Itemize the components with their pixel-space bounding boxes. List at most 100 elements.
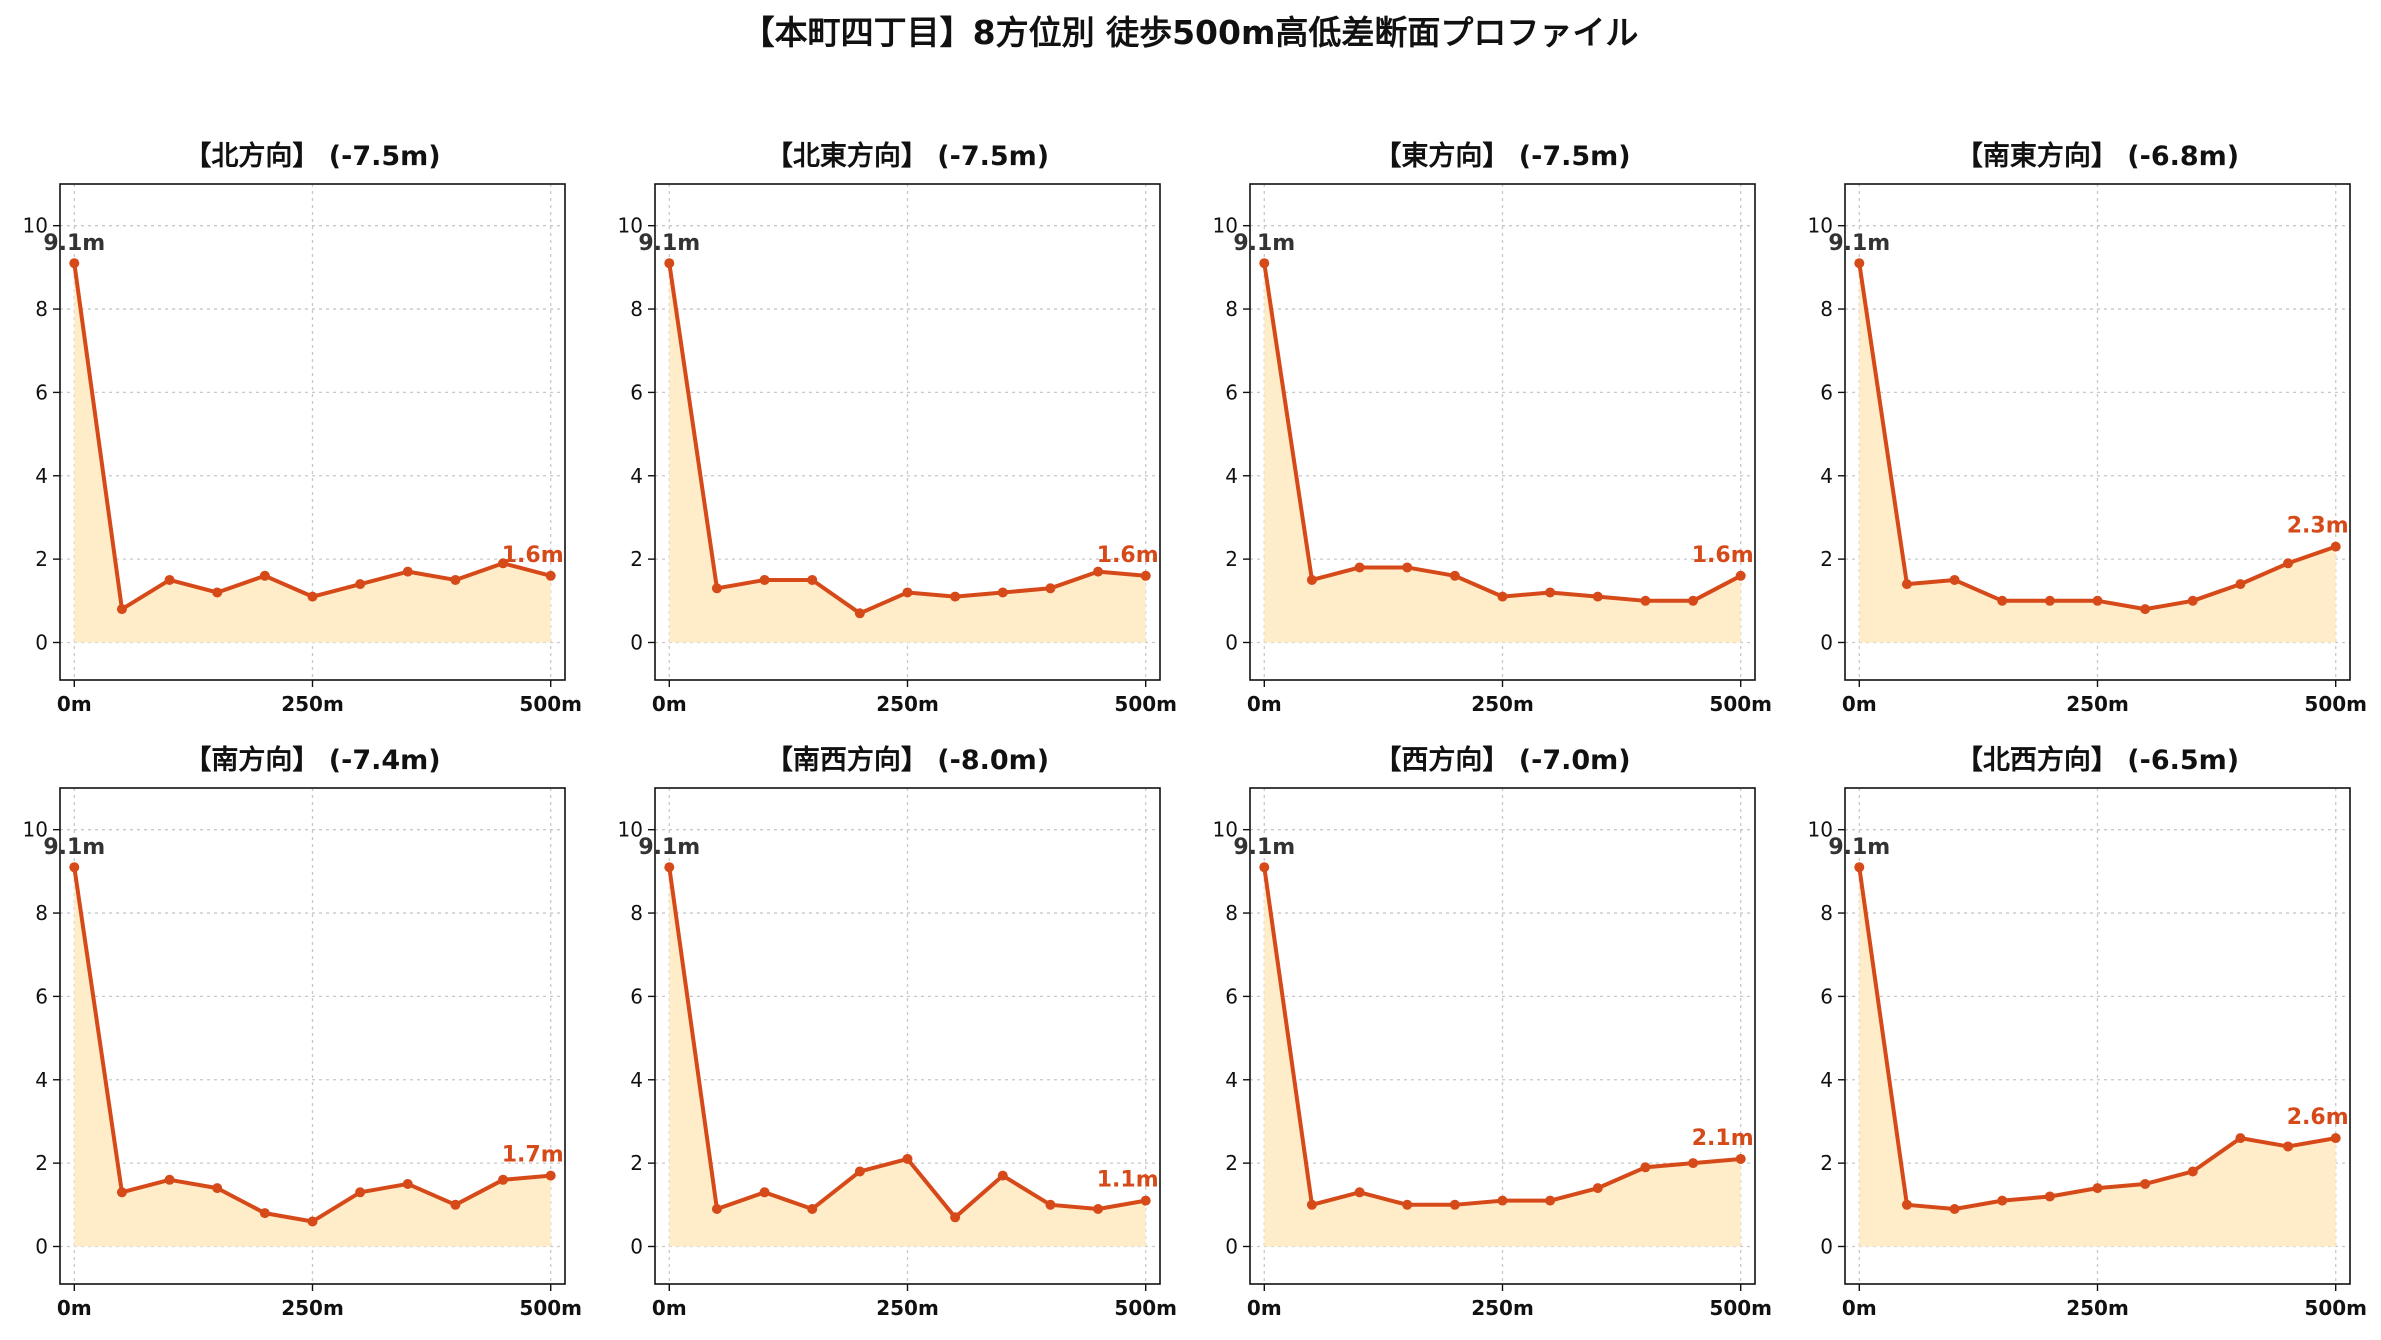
y-tick-label: 8 [1225,901,1238,925]
y-tick-label: 4 [630,464,643,488]
y-tick-label: 0 [1225,1234,1238,1258]
elevation-point [1497,1195,1508,1206]
elevation-point [2235,1133,2246,1144]
elevation-point [902,1153,913,1164]
elevation-point [2235,579,2246,590]
x-tick-label: 250m [281,1296,344,1320]
elevation-point [664,862,675,873]
y-tick-label: 8 [630,901,643,925]
y-tick-label: 4 [35,464,48,488]
elevation-point [450,574,461,585]
elevation-point [711,1203,722,1214]
y-tick-label: 2 [1820,547,1833,571]
elevation-point [355,579,366,590]
elevation-point [1449,1199,1460,1210]
elevation-point [1354,1187,1365,1198]
x-tick-label: 500m [2304,692,2367,716]
elevation-point [116,1187,127,1198]
y-tick-label: 2 [35,547,48,571]
elevation-point [1545,587,1556,598]
profile-panel: 0 2 4 6 8 10 0m 250m 500m 【北東方向】 (-7.5m) 9.1m 1.6m [618,140,1177,716]
profile-panel: 0 2 4 6 8 10 0m 250m 500m 【北西方向】 (-6.5m) 9.1m 2.6m [1808,744,2367,1320]
x-tick-label: 500m [519,1296,582,1320]
y-tick-label: 10 [23,214,48,238]
y-tick-label: 6 [1225,380,1238,404]
panels: 0 2 4 6 8 10 0m 250m 500m 【北方向】 (-7.5m) 9.1m 1.6m 0 2… [23,140,2367,1320]
elevation-point [902,587,913,598]
elevation-point [450,1199,461,1210]
elevation-point [997,587,1008,598]
elevation-point [212,587,223,598]
x-tick-label: 500m [519,692,582,716]
elevation-point [355,1187,366,1198]
panel-title: 【北西方向】 (-6.5m) [1956,744,2239,776]
start-elevation-label: 9.1m [1233,231,1295,256]
x-tick-label: 0m [1247,692,1282,716]
y-tick-label: 4 [1225,464,1238,488]
elevation-area [74,263,551,643]
y-tick-label: 0 [1820,630,1833,654]
profile-panel: 0 2 4 6 8 10 0m 250m 500m 【北方向】 (-7.5m) 9.1m 1.6m [23,140,582,716]
elevation-point [1735,1153,1746,1164]
panel-title: 【南西方向】 (-8.0m) [766,744,1049,776]
y-tick-label: 4 [1820,464,1833,488]
panel-title: 【東方向】 (-7.5m) [1374,140,1630,172]
elevation-point [1854,862,1865,873]
y-tick-label: 0 [630,630,643,654]
x-tick-label: 500m [1114,692,1177,716]
elevation-point [1259,862,1270,873]
profile-panel: 0 2 4 6 8 10 0m 250m 500m 【南東方向】 (-6.8m) 9.1m 2.3m [1808,140,2367,716]
elevation-point [2283,1141,2294,1152]
elevation-point [212,1183,223,1194]
elevation-point [1354,562,1365,573]
x-tick-label: 250m [2066,1296,2129,1320]
elevation-point [1854,258,1865,269]
x-tick-label: 500m [1114,1296,1177,1320]
elevation-point [1306,574,1317,585]
x-tick-label: 500m [1709,1296,1772,1320]
elevation-point [307,591,318,602]
x-tick-label: 0m [1842,692,1877,716]
y-tick-label: 4 [35,1068,48,1092]
end-elevation-label: 2.3m [2287,514,2349,539]
elevation-point [759,1187,770,1198]
start-elevation-label: 9.1m [638,835,700,860]
elevation-point [164,1174,175,1185]
y-tick-label: 8 [630,297,643,321]
x-tick-label: 500m [2304,1296,2367,1320]
elevation-point [1045,1199,1056,1210]
start-elevation-label: 9.1m [1233,835,1295,860]
x-tick-label: 0m [1842,1296,1877,1320]
x-tick-label: 250m [1471,692,1534,716]
y-tick-label: 6 [35,380,48,404]
y-tick-label: 10 [23,818,48,842]
elevation-point [854,608,865,619]
elevation-point [1688,1158,1699,1169]
y-tick-label: 8 [35,901,48,925]
y-tick-label: 10 [1808,214,1833,238]
elevation-point [2044,595,2055,606]
elevation-point [69,258,80,269]
x-tick-label: 250m [281,692,344,716]
y-tick-label: 6 [35,984,48,1008]
y-tick-label: 10 [1808,818,1833,842]
elevation-area [669,263,1146,643]
y-tick-label: 2 [630,547,643,571]
elevation-point [1140,570,1151,581]
elevation-point [1259,258,1270,269]
end-elevation-label: 2.1m [1692,1126,1754,1151]
panel-title: 【北東方向】 (-7.5m) [766,140,1049,172]
elevation-point [164,574,175,585]
elevation-point [1093,566,1104,577]
elevation-point [545,570,556,581]
start-elevation-label: 9.1m [1828,231,1890,256]
y-tick-label: 0 [35,1234,48,1258]
y-tick-label: 2 [1225,547,1238,571]
profile-panel: 0 2 4 6 8 10 0m 250m 500m 【南西方向】 (-8.0m) 9.1m 1.1m [618,744,1177,1320]
y-tick-label: 6 [630,380,643,404]
elevation-point [259,1208,270,1219]
x-tick-label: 250m [1471,1296,1534,1320]
x-tick-label: 0m [57,1296,92,1320]
elevation-point [2140,1178,2151,1189]
y-tick-label: 4 [1820,1068,1833,1092]
